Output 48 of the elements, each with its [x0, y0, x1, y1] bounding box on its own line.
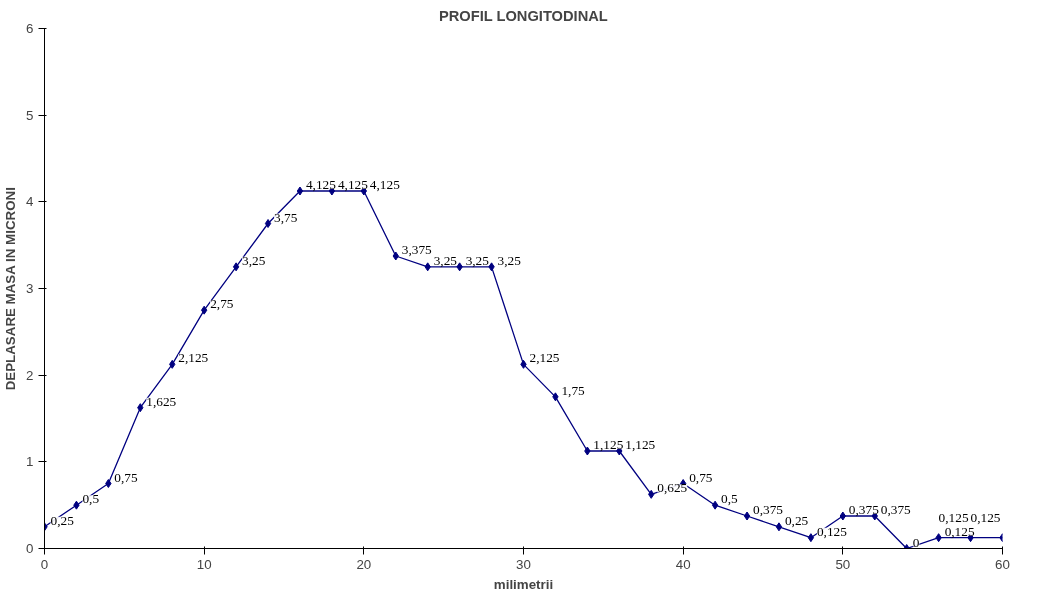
data-label: 0,75 — [689, 469, 713, 485]
chart-title: PROFIL LONGITODINAL — [438, 7, 608, 24]
data-label: 4,125 — [305, 177, 337, 192]
y-tick-label: 5 — [26, 107, 34, 123]
y-tick-label: 2 — [26, 367, 34, 383]
y-tick-label: 4 — [26, 194, 35, 210]
data-label: 0,5 — [82, 491, 100, 507]
data-label: 1,75 — [561, 382, 586, 398]
data-label: 0,125 — [938, 509, 969, 525]
data-label: 0,625 — [657, 480, 688, 496]
data-label: 0,25 — [50, 512, 75, 528]
y-tick-label: 1 — [26, 454, 34, 470]
data-label: 2,75 — [210, 296, 234, 312]
data-label: 3,25 — [465, 252, 490, 268]
x-tick-label: 40 — [675, 556, 691, 572]
x-tick-label: 30 — [516, 556, 531, 572]
data-label: 0,125 — [944, 523, 975, 539]
data-label: 0,375 — [880, 502, 912, 517]
y-tick-label: 0 — [26, 541, 34, 556]
y-tick-label: 6 — [26, 21, 34, 36]
data-label: 3,75 — [274, 209, 298, 225]
data-label: 0,375 — [848, 502, 880, 517]
y-axis-title: DEPLASARE MASA IN MICRONI — [3, 187, 19, 391]
x-axis-title: milimetrii — [493, 576, 554, 592]
data-label: 3,25 — [242, 252, 266, 268]
data-label: 0,75 — [114, 469, 139, 485]
data-label: 1,125 — [593, 437, 624, 452]
data-label: 0,25 — [784, 512, 809, 528]
x-tick-label: 0 — [40, 556, 49, 572]
data-label: 1,625 — [146, 393, 177, 409]
data-label: 0,5 — [721, 491, 739, 507]
x-tick-label: 50 — [835, 556, 851, 572]
x-tick-label: 60 — [995, 556, 1010, 572]
data-label: 0,125 — [816, 523, 848, 539]
data-label: 4,125 — [337, 177, 369, 192]
data-label: 4,125 — [369, 177, 401, 192]
data-label: 0,125 — [970, 509, 1001, 525]
y-tick-label: 3 — [26, 281, 34, 296]
data-label: 0,375 — [753, 502, 784, 517]
data-label: 3,25 — [497, 252, 522, 268]
data-label: 2,125 — [178, 350, 209, 366]
data-label: 0 — [912, 534, 920, 550]
data-label: 3,25 — [433, 252, 458, 268]
data-label: 3,375 — [401, 242, 433, 257]
data-label: 2,125 — [529, 350, 560, 366]
x-tick-label: 10 — [196, 556, 212, 572]
x-tick-label: 20 — [356, 556, 372, 572]
data-label: 1,125 — [625, 437, 656, 452]
